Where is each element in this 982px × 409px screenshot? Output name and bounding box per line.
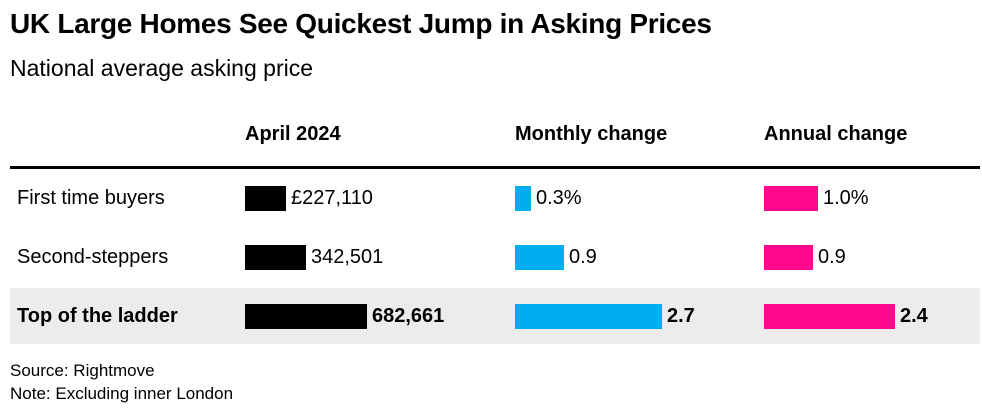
column-header-price: April 2024 — [245, 123, 341, 145]
chart-title: UK Large Homes See Quickest Jump in Aski… — [10, 8, 712, 39]
annual-change-value-label: 2.4 — [900, 305, 928, 327]
annual-change-value-label: 1.0% — [823, 187, 869, 209]
footnote: Note: Excluding inner London — [10, 384, 234, 403]
price-value-label: 682,661 — [372, 305, 445, 327]
price-value-label: £227,110 — [291, 187, 373, 209]
annual-change-bar — [764, 304, 895, 329]
table-row: Second-steppers 342,501 0.9 0.9 — [10, 229, 980, 285]
monthly-change-value-label: 0.3% — [536, 187, 582, 209]
price-value-label: 342,501 — [311, 246, 384, 268]
monthly-change-value-label: 2.7 — [667, 305, 695, 327]
chart-subtitle: National average asking price — [10, 55, 314, 81]
column-header-monthly: Monthly change — [515, 123, 668, 145]
table-row: First time buyers £227,110 0.3% 1.0% — [10, 170, 980, 226]
column-header-annual: Annual change — [764, 123, 908, 145]
source-note: Source: Rightmove — [10, 361, 155, 380]
price-bar — [245, 245, 306, 270]
price-bar — [245, 304, 367, 329]
monthly-change-value-label: 0.9 — [569, 246, 597, 268]
row-label: Second-steppers — [17, 246, 169, 268]
row-label: First time buyers — [17, 187, 165, 209]
monthly-change-bar — [515, 304, 662, 329]
annual-change-value-label: 0.9 — [818, 246, 846, 268]
row-label: Top of the ladder — [17, 305, 178, 327]
monthly-change-bar — [515, 245, 564, 270]
header-divider — [10, 166, 980, 169]
annual-change-bar — [764, 186, 818, 211]
price-bar — [245, 186, 286, 211]
monthly-change-bar — [515, 186, 531, 211]
table-row: Top of the ladder 682,661 2.7 2.4 — [10, 288, 980, 344]
annual-change-bar — [764, 245, 813, 270]
